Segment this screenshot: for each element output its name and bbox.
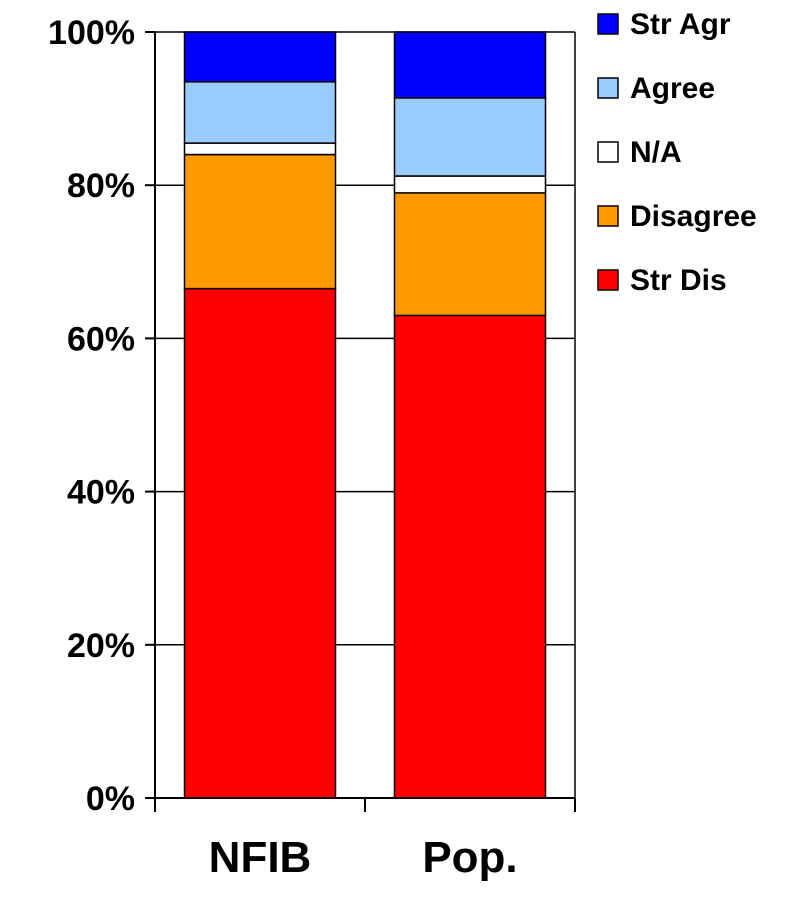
- x-tick-label: NFIB: [209, 833, 312, 882]
- bar-segment: [393, 175, 547, 194]
- legend-swatch: [597, 77, 619, 99]
- legend-swatch: [597, 13, 619, 35]
- bar-segment: [393, 97, 547, 177]
- axes: [145, 31, 576, 812]
- y-tick-label: 60%: [67, 320, 135, 358]
- legend-label: N/A: [630, 136, 682, 169]
- legend-label: Disagree: [630, 200, 757, 233]
- y-tick-label: 40%: [67, 474, 135, 512]
- axis-labels: NFIB Pop. 0% 20% 40% 60% 80% 100%: [48, 14, 518, 882]
- bar-segment: [393, 31, 547, 99]
- legend-swatch: [597, 269, 619, 291]
- bar-segment: [393, 314, 547, 799]
- bar-segment: [183, 81, 337, 144]
- y-tick-label: 100%: [48, 14, 135, 52]
- legend: Str Agr Agree N/A Disagree Str Dis: [597, 8, 757, 297]
- bar-segment: [183, 142, 337, 156]
- bar-segment: [183, 287, 337, 799]
- legend-swatch: [597, 205, 619, 227]
- y-tick-label: 20%: [67, 627, 135, 665]
- legend-label: Str Agr: [630, 8, 731, 41]
- bars: [183, 31, 547, 799]
- bar-segment: [183, 31, 337, 83]
- legend-label: Agree: [630, 72, 715, 105]
- x-tick-label: Pop.: [422, 833, 517, 882]
- y-tick-label: 0%: [86, 780, 135, 818]
- y-tick-label: 80%: [67, 167, 135, 205]
- bar-segment: [183, 153, 337, 290]
- legend-label: Str Dis: [630, 264, 727, 297]
- legend-swatch: [597, 141, 619, 163]
- bar-segment: [393, 192, 547, 317]
